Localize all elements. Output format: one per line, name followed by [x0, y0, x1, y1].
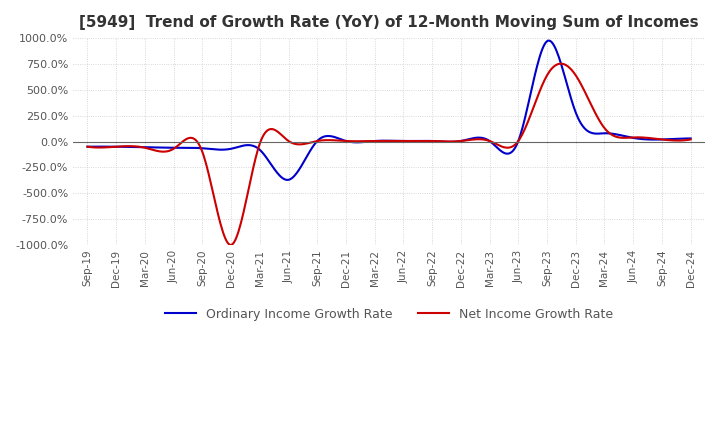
- Net Income Growth Rate: [557, 61, 566, 66]
- Ordinary Income Growth Rate: [674, 136, 683, 141]
- Net Income Growth Rate: [580, 88, 588, 93]
- Ordinary Income Growth Rate: [686, 136, 695, 141]
- Net Income Growth Rate: [227, 242, 235, 248]
- Net Income Growth Rate: [83, 144, 91, 149]
- Ordinary Income Growth Rate: [83, 144, 91, 149]
- Ordinary Income Growth Rate: [282, 177, 291, 183]
- Net Income Growth Rate: [444, 139, 452, 144]
- Title: [5949]  Trend of Growth Rate (YoY) of 12-Month Moving Sum of Incomes: [5949] Trend of Growth Rate (YoY) of 12-…: [79, 15, 699, 30]
- Net Income Growth Rate: [686, 137, 695, 142]
- Legend: Ordinary Income Growth Rate, Net Income Growth Rate: Ordinary Income Growth Rate, Net Income …: [160, 303, 618, 326]
- Ordinary Income Growth Rate: [374, 138, 383, 143]
- Line: Net Income Growth Rate: Net Income Growth Rate: [87, 64, 690, 245]
- Net Income Growth Rate: [674, 138, 683, 143]
- Net Income Growth Rate: [374, 138, 383, 143]
- Net Income Growth Rate: [410, 138, 419, 143]
- Net Income Growth Rate: [371, 138, 379, 143]
- Ordinary Income Growth Rate: [545, 38, 554, 43]
- Ordinary Income Growth Rate: [444, 139, 452, 144]
- Ordinary Income Growth Rate: [371, 138, 379, 143]
- Ordinary Income Growth Rate: [410, 138, 419, 143]
- Ordinary Income Growth Rate: [580, 125, 588, 131]
- Line: Ordinary Income Growth Rate: Ordinary Income Growth Rate: [87, 40, 690, 180]
